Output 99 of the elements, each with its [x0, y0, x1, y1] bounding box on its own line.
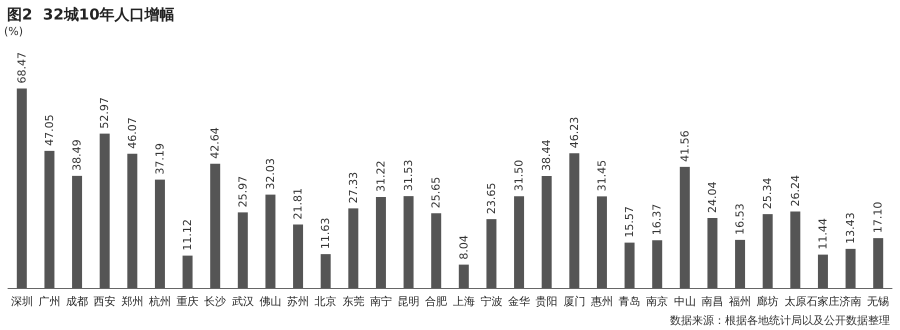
bar	[154, 180, 165, 288]
bar	[404, 196, 414, 288]
bar	[652, 240, 662, 288]
bar	[376, 197, 386, 288]
bar	[486, 219, 496, 288]
bar	[458, 264, 469, 288]
bar	[348, 208, 358, 288]
x-tick-label: 石家庄	[806, 295, 840, 308]
data-label: 32.03	[264, 158, 277, 190]
x-tick-label: 佛山	[259, 295, 282, 308]
bar	[44, 150, 54, 288]
x-tick-label: 无锡	[867, 295, 890, 308]
data-label: 11.44	[816, 218, 830, 250]
bar	[265, 194, 276, 288]
data-label: 25.97	[236, 176, 250, 208]
bar	[16, 88, 27, 288]
x-tick-label: 中山	[674, 295, 696, 308]
data-label: 46.23	[568, 116, 581, 148]
x-tick-label: 杭州	[148, 295, 171, 308]
bar	[514, 196, 524, 288]
data-label: 25.65	[430, 176, 443, 208]
x-tick-label: 贵阳	[536, 295, 558, 308]
data-label: 16.37	[650, 204, 664, 236]
x-tick-label: 西安	[94, 295, 116, 308]
data-label: 27.33	[346, 172, 360, 204]
data-label: 46.07	[126, 117, 139, 149]
x-tick-label: 廊坊	[756, 295, 779, 308]
x-tick-label: 厦门	[563, 295, 586, 308]
data-label: 38.49	[70, 139, 84, 171]
bar	[293, 224, 304, 288]
x-tick-label: 太原	[784, 295, 806, 308]
x-tick-label: 昆明	[398, 295, 420, 308]
data-label: 47.05	[42, 114, 56, 146]
bar	[210, 164, 220, 288]
data-label: 11.12	[181, 219, 194, 251]
bar	[596, 196, 607, 288]
x-tick-label: 广州	[38, 295, 60, 308]
bar	[569, 153, 580, 288]
x-tick-label: 苏州	[287, 295, 310, 308]
y-axis-title: (%)	[4, 25, 24, 38]
data-label: 16.53	[734, 203, 747, 235]
x-tick-label: 北京	[314, 295, 337, 308]
source-note: 数据来源：根据各地统计局以及公开数据整理	[670, 314, 890, 327]
bar	[72, 176, 82, 288]
bar	[846, 248, 856, 288]
bar	[818, 254, 828, 288]
x-tick-label: 青岛	[618, 295, 641, 308]
x-tick-label: 南宁	[370, 295, 392, 308]
data-label: 31.22	[374, 160, 388, 192]
x-tick-label: 东莞	[342, 295, 364, 308]
x-tick-label: 长沙	[204, 295, 226, 308]
x-tick-label: 济南	[840, 295, 862, 308]
x-tick-label: 南昌	[701, 295, 724, 308]
data-label: 31.50	[512, 160, 526, 192]
bar	[182, 256, 193, 288]
x-tick-label: 宁波	[480, 295, 502, 308]
x-tick-label: 成都	[66, 295, 88, 308]
chart-title: 图2 32城10年人口增幅	[7, 6, 175, 24]
bar	[431, 213, 442, 288]
data-label: 13.43	[844, 212, 858, 244]
bar	[542, 176, 552, 288]
data-label: 8.04	[457, 235, 470, 260]
data-label: 42.64	[208, 127, 222, 159]
x-tick-label: 金华	[508, 295, 530, 308]
data-label: 68.47	[15, 52, 28, 84]
bar	[238, 212, 248, 288]
bar	[100, 134, 110, 288]
x-tick-label: 深圳	[10, 295, 33, 308]
x-tick-label: 郑州	[121, 295, 144, 308]
data-label: 15.57	[623, 206, 636, 238]
data-label: 38.44	[540, 139, 554, 171]
bar	[680, 166, 690, 288]
data-label: 24.04	[706, 181, 719, 213]
bar	[735, 240, 746, 288]
data-label: 52.97	[98, 97, 112, 129]
data-label: 41.56	[678, 130, 692, 162]
x-tick-label: 重庆	[176, 295, 199, 308]
data-label: 17.10	[872, 202, 885, 234]
data-label: 11.63	[319, 218, 332, 250]
data-label: 21.81	[292, 188, 305, 220]
x-tick-label: 南京	[646, 295, 668, 308]
bar	[790, 212, 800, 288]
bar	[873, 238, 884, 288]
bar	[127, 154, 138, 288]
bar	[707, 218, 718, 288]
x-tick-label: 上海	[452, 295, 475, 308]
data-label: 23.65	[484, 182, 498, 214]
bar	[624, 242, 635, 288]
data-label: 31.53	[402, 160, 416, 192]
data-label: 31.45	[595, 160, 608, 192]
x-tick-label: 惠州	[590, 295, 613, 308]
x-tick-label: 武汉	[232, 295, 254, 308]
data-label: 25.34	[761, 178, 774, 210]
data-label: 26.24	[788, 175, 802, 207]
x-tick-label: 福州	[729, 295, 752, 308]
bar	[320, 254, 331, 288]
x-tick-label: 合肥	[425, 295, 448, 308]
data-label: 37.19	[153, 143, 166, 175]
bar	[762, 214, 773, 288]
